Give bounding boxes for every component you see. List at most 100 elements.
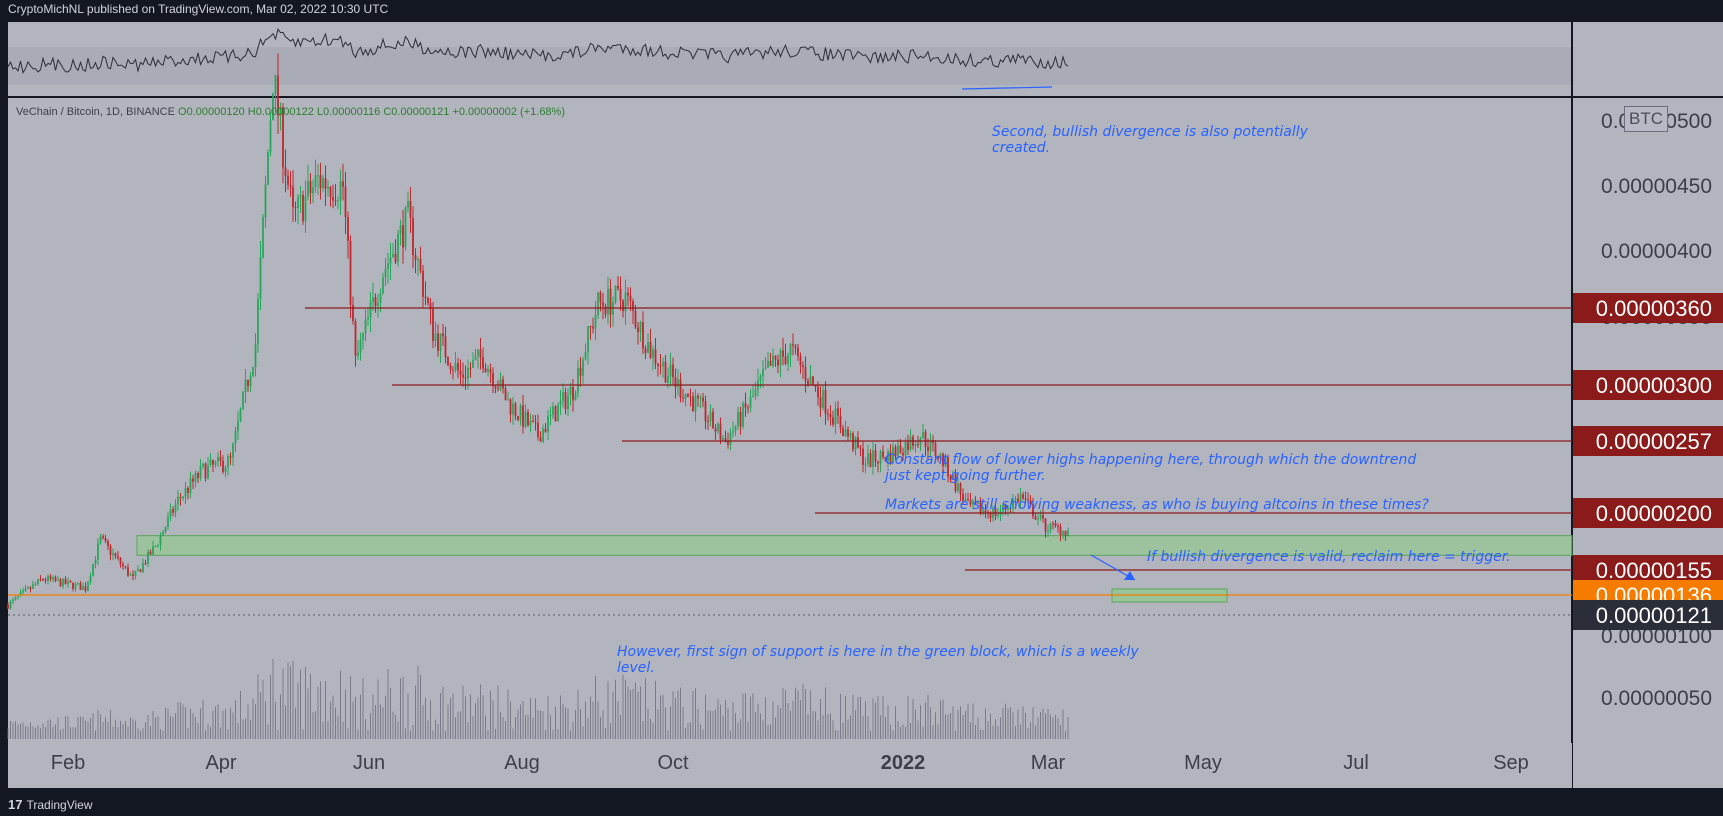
candle-body [829, 413, 832, 418]
x-ticks: Feb Apr Jun Aug Oct 2022 Mar May Jul Sep [51, 752, 1529, 774]
candle-body [29, 587, 32, 589]
candle-body [387, 263, 389, 269]
candle-body [707, 421, 709, 423]
candle-body [1052, 523, 1054, 525]
candle-body [692, 396, 694, 412]
footer-brand[interactable]: TradingView [26, 797, 93, 812]
candle-body [874, 450, 877, 462]
candle-body [824, 389, 827, 414]
candle-body [862, 448, 864, 465]
candle-body [899, 445, 902, 453]
candle-body [99, 536, 102, 544]
candle-body [677, 379, 679, 388]
candle-body [162, 531, 164, 536]
candle-body [772, 355, 774, 366]
time-axis-corner [1573, 743, 1723, 788]
candle-body [454, 363, 457, 371]
candle-body [1024, 498, 1027, 500]
candle-body [887, 451, 889, 462]
candle-body [109, 545, 112, 555]
candle-body [1054, 523, 1057, 526]
candle-body [204, 463, 207, 479]
note-divergence-line-1: Second, bullish divergence is also poten… [992, 124, 1308, 140]
candle-body [657, 363, 659, 366]
x-tick-label: Oct [657, 752, 689, 774]
candle-body [474, 356, 477, 361]
candle-body [527, 411, 529, 426]
candle-body [754, 389, 757, 396]
candle-body [682, 397, 684, 399]
candle-body [59, 579, 62, 587]
candle-body [762, 368, 764, 377]
candle-body [839, 415, 842, 429]
candle-body [202, 463, 204, 467]
indicator-line [7, 28, 1069, 75]
candle-body [207, 465, 209, 479]
candle-body [647, 342, 649, 353]
candle-body [927, 447, 929, 451]
candle-body [664, 361, 667, 383]
candle-body [512, 403, 514, 415]
candle-body [409, 200, 412, 218]
candle-body [462, 374, 464, 378]
candle-body [459, 370, 462, 375]
candle-body [702, 397, 704, 402]
candle-body [1032, 503, 1034, 517]
candle-body [47, 576, 49, 581]
candle-body [1017, 498, 1019, 503]
candle-body [714, 428, 717, 432]
candle-body [599, 292, 602, 303]
candle-body [884, 456, 887, 462]
candle-body [122, 564, 124, 567]
candle-body [607, 288, 609, 315]
x-tick-label: Jul [1343, 752, 1369, 774]
candle-body [184, 488, 187, 497]
candle-body [37, 579, 39, 584]
level-label-bg [1573, 293, 1723, 323]
note-support-line-2: level. [617, 660, 655, 676]
candle-body [24, 588, 27, 591]
candle-body [844, 429, 847, 437]
candle-body [569, 387, 572, 396]
candle-body [539, 436, 542, 442]
candle-body [437, 333, 439, 351]
x-tick-label: Sep [1493, 752, 1529, 774]
candle-body [304, 196, 307, 222]
candle-body [859, 447, 862, 449]
candle-body [294, 207, 297, 209]
main-pane [8, 98, 1572, 743]
candle-body [477, 349, 479, 357]
candle-body [917, 444, 919, 446]
candle-body [374, 297, 377, 306]
candle-body [634, 310, 637, 328]
candle-body [954, 474, 957, 491]
candle-body [597, 292, 599, 316]
candle-body [447, 357, 449, 366]
candle-body [239, 409, 242, 421]
candle-body [709, 411, 712, 422]
level-label: 0.00000121 [1596, 603, 1712, 628]
candle-body [544, 428, 547, 432]
candle-body [377, 302, 379, 306]
candle-body [832, 417, 834, 425]
candle-body [107, 541, 109, 546]
price-axis [1573, 98, 1723, 743]
candle-body [587, 326, 589, 353]
tradingview-logo-icon[interactable]: 17 [8, 797, 23, 812]
candle-body [949, 476, 952, 480]
candle-body [979, 502, 982, 514]
candle-body [349, 240, 352, 305]
candle-body [242, 391, 244, 410]
candle-body [524, 411, 527, 427]
candle-body [174, 504, 177, 513]
candle-body [712, 411, 714, 429]
candle-body [439, 333, 442, 351]
candle-body [104, 538, 107, 542]
candle-body [149, 551, 152, 555]
candle-body [944, 457, 947, 467]
candle-body [489, 369, 492, 373]
candle-body [472, 360, 474, 368]
candle-body [654, 349, 657, 364]
currency-badge[interactable]: BTC [1624, 106, 1668, 132]
candle-body [1022, 494, 1024, 499]
